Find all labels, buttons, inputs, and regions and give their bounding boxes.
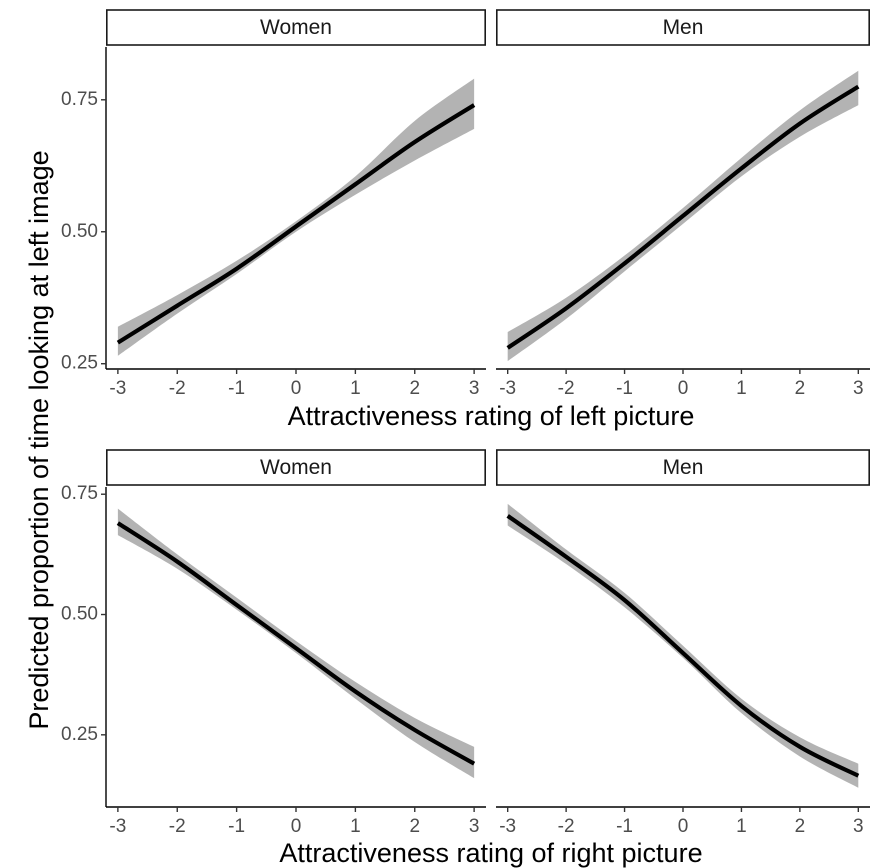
- x-tick-label: 0: [291, 816, 302, 837]
- facet-panels: Women -3 -2 -1 0 1 2 3 0.25 0.50 0.75 Men -3 -2 -1 0 1 2 3…: [61, 9, 870, 868]
- x-tick-label: 3: [469, 378, 480, 399]
- facet-panel-women: Women -3 -2 -1 0 1 2 3 0.25 0.50 0.75: [61, 9, 486, 399]
- x-tick-label: -1: [228, 378, 245, 399]
- facet-strip: [106, 9, 486, 46]
- facet-strip-label: Women: [260, 456, 332, 479]
- x-tick-label: 1: [350, 816, 361, 837]
- prediction-line: [116, 103, 476, 345]
- facet-strip: [495, 9, 870, 46]
- prediction-line: [116, 521, 476, 766]
- x-tick-label: 1: [736, 816, 747, 837]
- confidence-band: [507, 503, 859, 788]
- x-tick-label: 1: [350, 378, 361, 399]
- x-tick-label: -2: [169, 816, 186, 837]
- facet-panel-women: Women -3 -2 -1 0 1 2 3 0.25 0.50 0.75: [61, 449, 486, 837]
- y-axis-title: Predicted proportion of time looking at …: [24, 150, 54, 729]
- y-tick-label: 0.25: [61, 724, 98, 745]
- facet-strip-label: Men: [663, 16, 704, 39]
- x-tick-label: 0: [678, 816, 689, 837]
- prediction-line: [506, 84, 860, 350]
- facet-strip: [106, 449, 486, 486]
- prediction-line: [506, 514, 860, 778]
- x-tick-label: 2: [409, 816, 420, 837]
- x-tick-label: -3: [499, 378, 516, 399]
- facet-row-2: Women -3 -2 -1 0 1 2 3 0.25 0.50 0.75 Men -3 -2 -1 0 1 2 3…: [61, 449, 870, 868]
- x-tick-label: -3: [109, 378, 126, 399]
- x-tick-label: -2: [558, 816, 575, 837]
- x-tick-label: 2: [795, 816, 806, 837]
- x-axis-title: Attractiveness rating of left picture: [288, 401, 695, 431]
- confidence-band: [117, 78, 475, 356]
- x-tick-label: 1: [736, 378, 747, 399]
- x-tick-label: -2: [558, 378, 575, 399]
- facet-panel-men: Men -3 -2 -1 0 1 2 3: [495, 9, 870, 399]
- x-tick-label: 3: [853, 378, 864, 399]
- y-tick-label: 0.50: [61, 604, 98, 625]
- facet-row-1: Women -3 -2 -1 0 1 2 3 0.25 0.50 0.75 Men -3 -2 -1 0 1 2 3…: [61, 9, 870, 431]
- y-tick-label: 0.75: [61, 483, 98, 504]
- x-tick-label: 3: [469, 816, 480, 837]
- facet-strip-label: Men: [663, 456, 704, 479]
- x-tick-label: -3: [109, 816, 126, 837]
- x-tick-label: -2: [169, 378, 186, 399]
- confidence-band: [117, 508, 475, 779]
- x-tick-label: 2: [795, 378, 806, 399]
- y-tick-label: 0.75: [61, 89, 98, 110]
- x-tick-label: -1: [228, 816, 245, 837]
- x-tick-label: 0: [291, 378, 302, 399]
- x-axis-title: Attractiveness rating of right picture: [279, 838, 702, 868]
- x-tick-label: -1: [616, 378, 633, 399]
- y-tick-label: 0.25: [61, 353, 98, 374]
- x-tick-label: -3: [499, 816, 516, 837]
- x-tick-label: 0: [678, 378, 689, 399]
- facet-strip-label: Women: [260, 16, 332, 39]
- facet-strip: [495, 449, 870, 486]
- facet-panel-men: Men -3 -2 -1 0 1 2 3: [495, 449, 870, 837]
- x-tick-label: -1: [616, 816, 633, 837]
- x-tick-label: 2: [409, 378, 420, 399]
- y-tick-label: 0.50: [61, 221, 98, 242]
- x-tick-label: 3: [853, 816, 864, 837]
